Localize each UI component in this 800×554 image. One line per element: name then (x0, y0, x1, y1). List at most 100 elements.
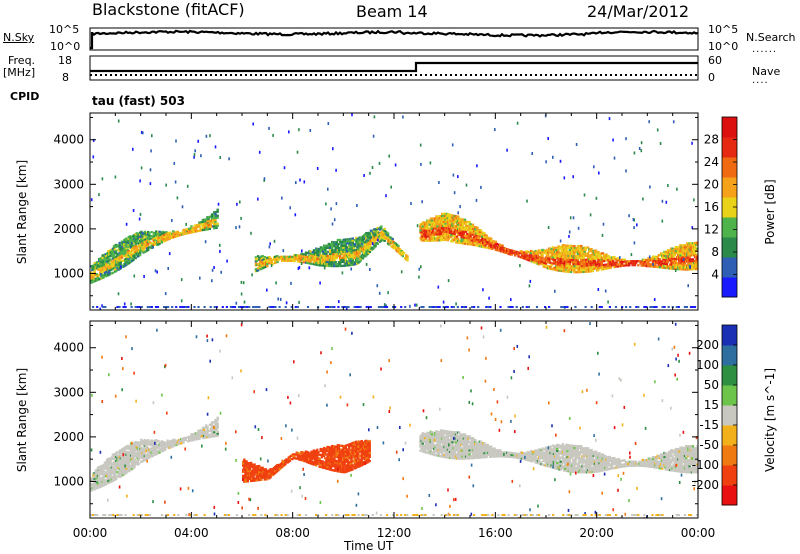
heatmap-cell (148, 442, 151, 445)
heatmap-cell (350, 261, 353, 264)
heatmap-cell (556, 265, 559, 268)
heatmap-cell (205, 424, 208, 427)
heatmap-cell (383, 239, 386, 242)
heatmap-cell (123, 467, 126, 470)
heatmap-cell (391, 238, 394, 241)
heatmap-cell (355, 254, 358, 258)
heatmap-cell (193, 155, 195, 159)
heatmap-cell (196, 226, 199, 229)
heatmap-cell (231, 306, 235, 308)
heatmap-cell (402, 115, 404, 119)
heatmap-cell (256, 269, 260, 272)
heatmap-cell (213, 227, 216, 230)
heatmap-cell (198, 225, 201, 228)
heatmap-cell (566, 262, 569, 265)
heatmap-cell (329, 456, 333, 459)
heatmap-cell (198, 433, 201, 436)
heatmap-cell (178, 232, 182, 235)
heatmap-cell (476, 164, 478, 168)
heatmap-cell (590, 264, 593, 267)
heatmap-cell (120, 452, 124, 455)
heatmap-cell (142, 455, 145, 458)
heatmap-cell (176, 443, 179, 446)
heatmap-cell (170, 232, 174, 235)
heatmap-cell (536, 254, 540, 258)
heatmap-cell (648, 120, 650, 124)
heatmap-cell (150, 455, 153, 458)
heatmap-cell (659, 142, 662, 145)
heatmap-cell (341, 306, 344, 308)
heatmap-cell (158, 232, 161, 235)
heatmap-cell (351, 113, 353, 117)
heatmap-cell (137, 462, 141, 465)
heatmap-cell (449, 217, 452, 220)
heatmap-cell (476, 228, 479, 231)
heatmap-cell (149, 241, 152, 244)
heatmap-cell (104, 306, 107, 308)
heatmap-cell (238, 225, 241, 229)
heatmap-cell (92, 138, 95, 142)
heatmap-cell (274, 261, 277, 264)
heatmap-cell (464, 236, 468, 239)
heatmap-cell (150, 447, 153, 450)
heatmap-cell (589, 268, 592, 271)
heatmap-cell (185, 222, 187, 226)
heatmap-cell (526, 199, 528, 203)
heatmap-cell (474, 240, 477, 243)
heatmap-cell (138, 306, 141, 308)
heatmap-cell (136, 306, 139, 308)
heatmap-cell (330, 207, 332, 211)
heatmap-cell (457, 175, 459, 179)
heatmap-cell (299, 456, 302, 459)
heatmap-cell (598, 256, 601, 259)
heatmap-cell (157, 439, 160, 443)
heatmap-cell (150, 443, 153, 446)
heatmap-cell (130, 302, 132, 306)
heatmap-cell (380, 227, 383, 230)
heatmap-cell (135, 232, 138, 235)
heatmap-cell (127, 258, 130, 261)
heatmap-cell (93, 488, 96, 491)
heatmap-cell (147, 447, 150, 450)
heatmap-cell (586, 252, 590, 255)
heatmap-cell (120, 264, 124, 267)
heatmap-cell (390, 185, 392, 189)
heatmap-cell (256, 255, 260, 258)
heatmap-cell (216, 214, 219, 217)
heatmap-cell (202, 436, 206, 439)
heatmap-cell (333, 218, 336, 222)
heatmap-cell (548, 306, 551, 308)
heatmap-cell (141, 246, 144, 249)
heatmap-cell (142, 451, 145, 454)
heatmap-cell (316, 167, 319, 170)
heatmap-cell (329, 466, 333, 469)
heatmap-cell (519, 264, 521, 268)
heatmap-cell (194, 149, 196, 153)
heatmap-cell (561, 270, 565, 273)
heatmap-cell (319, 281, 321, 285)
heatmap-cell (694, 262, 697, 265)
heatmap-cell (216, 434, 219, 437)
heatmap-cell (168, 252, 171, 256)
heatmap-cell (216, 224, 219, 227)
heatmap-cell (685, 246, 688, 249)
heatmap-cell (576, 271, 580, 274)
heatmap-cell (459, 242, 462, 245)
heatmap-cell (254, 268, 258, 271)
heatmap-cell (93, 270, 96, 273)
heatmap-cell (387, 291, 389, 295)
heatmap-cell (449, 231, 452, 234)
heatmap-cell (123, 302, 126, 306)
heatmap-cell (445, 236, 448, 240)
heatmap-cell (405, 254, 408, 257)
heatmap-cell (685, 306, 688, 308)
heatmap-cell (194, 228, 198, 231)
heatmap-cell (214, 221, 217, 224)
heatmap-cell (219, 243, 221, 247)
heatmap-cell (276, 261, 279, 264)
heatmap-cell (349, 259, 352, 263)
heatmap-cell (374, 239, 377, 242)
heatmap-cell (235, 226, 237, 230)
heatmap-cell (258, 256, 261, 259)
